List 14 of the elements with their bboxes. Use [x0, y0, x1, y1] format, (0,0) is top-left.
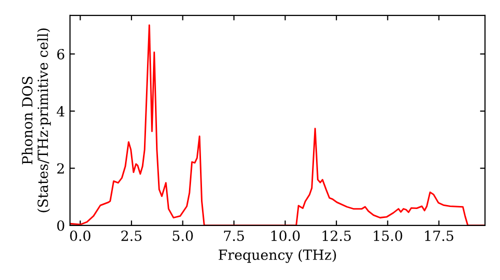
y-tick-label: 6	[57, 48, 64, 60]
x-tick-label: 0.0	[70, 230, 90, 242]
x-tick-label: 10.0	[271, 230, 300, 242]
x-tick-label: 12.5	[322, 230, 351, 242]
y-tick-label: 2	[57, 163, 64, 174]
x-tick-label: 17.5	[425, 230, 454, 242]
x-axis-title: Frequency (THz)	[218, 249, 336, 263]
x-tick-label: 15.0	[374, 230, 402, 242]
y-axis-title: Phonon DOS (States/THz·primitive cell)	[22, 28, 51, 212]
y-tick-label: 0	[57, 220, 64, 231]
x-tick-label: 2.5	[121, 230, 142, 242]
y-tick-label: 4	[56, 106, 64, 116]
x-tick-label: 7.5	[224, 230, 244, 242]
x-tick-label: 5.0	[172, 230, 193, 242]
